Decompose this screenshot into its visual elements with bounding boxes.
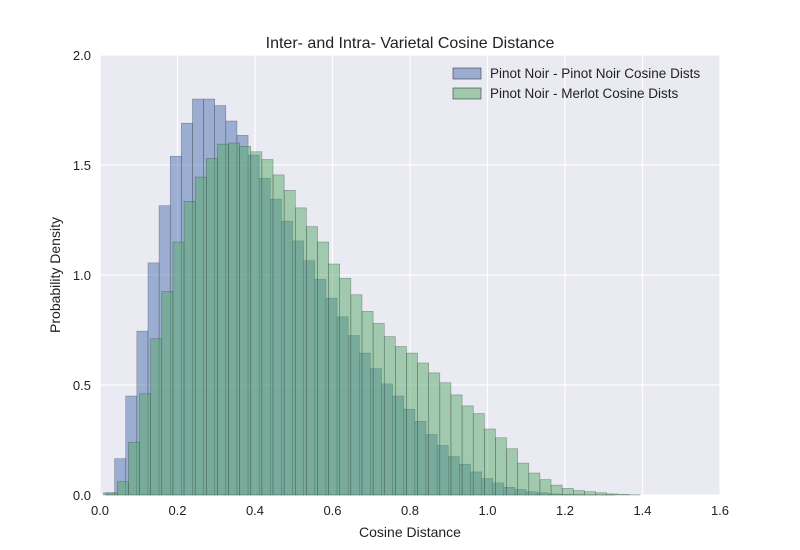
x-tick-label: 1.4 [633, 503, 651, 518]
histogram-bar [539, 479, 552, 496]
histogram-bar [573, 490, 585, 496]
y-tick-label: 2.0 [73, 48, 91, 63]
histogram-bar [161, 291, 174, 496]
x-tick-label: 0.0 [91, 503, 109, 518]
histogram-bar [272, 174, 285, 496]
y-tick-label: 0.5 [73, 378, 91, 393]
histogram-bar [261, 159, 274, 496]
histogram-bar [495, 437, 507, 496]
histogram-bar [150, 338, 163, 496]
x-tick-label: 0.6 [323, 503, 341, 518]
histogram-bar [406, 352, 418, 496]
legend-label-merlot: Pinot Noir - Merlot Cosine Dists [490, 86, 679, 101]
histogram-bar [361, 311, 374, 496]
histogram-bar [206, 158, 218, 496]
x-tick-label: 1.2 [556, 503, 574, 518]
x-tick-label: 0.8 [401, 503, 419, 518]
x-tick-label: 0.2 [168, 503, 186, 518]
histogram-bar [117, 481, 129, 496]
histogram-bar [306, 226, 318, 496]
histogram-bar [584, 491, 596, 496]
histogram-bar [194, 176, 207, 496]
legend-swatch-merlot [452, 87, 482, 100]
y-axis-label: Probability Density [47, 217, 63, 333]
histogram-bar [350, 294, 363, 496]
x-axis-label: Cosine Distance [359, 524, 461, 540]
histogram-bar [606, 493, 619, 496]
legend: Pinot Noir - Pinot Noir Cosine Dists Pin… [452, 66, 700, 101]
histogram-bars [103, 98, 641, 496]
histogram-bar [317, 241, 329, 496]
legend-label-pinot-noir: Pinot Noir - Pinot Noir Cosine Dists [490, 66, 700, 81]
histogram-bar [283, 190, 296, 496]
histogram-bar [383, 336, 396, 496]
histogram-bar [339, 278, 352, 496]
series-1-bars [105, 142, 641, 496]
histogram-bar [295, 207, 307, 496]
histogram-bar [183, 201, 196, 496]
y-tick-label: 1.0 [73, 268, 91, 283]
histogram-bar [105, 492, 118, 496]
histogram-bar [172, 241, 185, 496]
histogram-bar [328, 263, 340, 496]
x-tick-label: 0.4 [246, 503, 264, 518]
legend-swatch-pinot-noir [452, 67, 482, 80]
histogram-bar [139, 393, 151, 496]
x-tick-labels: 0.0 0.2 0.4 0.6 0.8 1.0 1.2 1.4 1.6 [91, 503, 729, 518]
y-tick-label: 1.5 [73, 158, 91, 173]
histogram-bar [372, 323, 385, 496]
chart-title: Inter- and Intra- Varietal Cosine Distan… [266, 35, 555, 52]
histogram-bar [506, 448, 518, 496]
histogram-bar [450, 394, 463, 496]
histogram-bar [484, 428, 496, 496]
y-tick-label: 0.0 [73, 488, 91, 503]
x-tick-label: 1.0 [478, 503, 496, 518]
histogram-bar [228, 142, 240, 496]
histogram-bar [250, 151, 263, 496]
histogram-bar [595, 492, 607, 496]
histogram-bar [528, 472, 541, 496]
histogram-bar [439, 382, 452, 496]
histogram-bar [417, 362, 429, 496]
histogram-bar [517, 462, 530, 496]
histogram-bar [561, 488, 574, 496]
x-tick-label: 1.6 [711, 503, 729, 518]
histogram-bar [239, 146, 252, 496]
histogram-bar [550, 484, 563, 496]
histogram-bar [217, 143, 229, 496]
histogram-bar [472, 413, 485, 496]
histogram-bar [128, 441, 140, 496]
histogram-bar [617, 494, 630, 496]
histogram-bar [428, 372, 441, 496]
y-tick-labels: 0.0 0.5 1.0 1.5 2.0 [73, 48, 91, 503]
histogram-bar [395, 346, 407, 496]
histogram-bar [461, 405, 474, 496]
